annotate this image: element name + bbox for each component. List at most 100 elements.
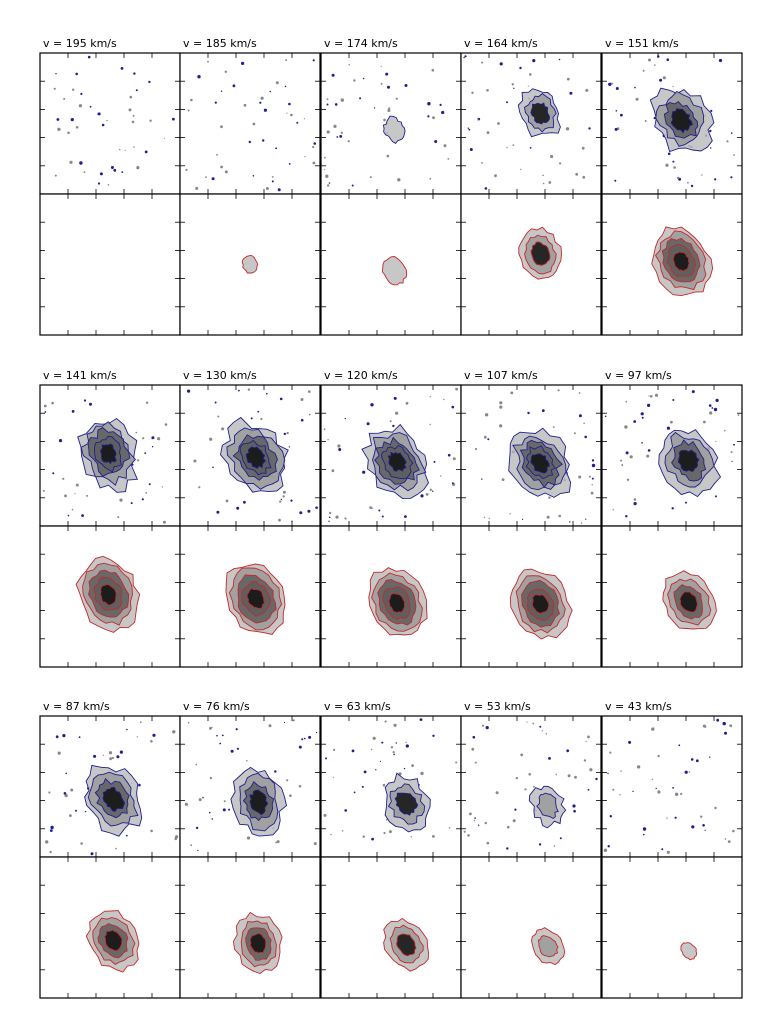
noise-speck: [269, 90, 272, 93]
noise-speck: [614, 127, 618, 131]
noise-speck: [71, 410, 75, 413]
noise-speck: [136, 166, 140, 169]
noise-speck: [381, 741, 384, 744]
noise-speck: [120, 67, 124, 70]
noise-speck: [566, 77, 570, 81]
noise-speck: [506, 847, 509, 850]
noise-speck: [71, 508, 74, 511]
noise-speck: [641, 442, 643, 444]
noise-speck: [494, 174, 497, 178]
noise-speck: [187, 389, 191, 393]
model-panel: [460, 525, 602, 668]
noise-speck: [58, 439, 63, 443]
noise-speck: [591, 459, 595, 462]
noise-speck: [139, 721, 142, 724]
noise-speck: [195, 826, 199, 830]
noise-speck: [193, 459, 197, 463]
model-panel: [601, 856, 743, 999]
panel-frame: [179, 856, 321, 999]
noise-speck: [526, 721, 528, 723]
channel-panel-43: [601, 715, 743, 999]
noise-speck: [389, 420, 392, 423]
noise-speck: [54, 174, 57, 177]
noise-speck: [277, 188, 281, 192]
noise-speck: [289, 794, 292, 797]
noise-speck: [57, 751, 61, 755]
noise-speck: [324, 168, 326, 170]
noise-speck: [419, 718, 423, 721]
noise-speck: [730, 451, 733, 454]
emission-contour: [530, 241, 551, 266]
noise-speck: [649, 395, 653, 398]
noise-speck: [651, 778, 654, 781]
noise-speck: [439, 475, 442, 477]
noise-speck: [553, 845, 556, 847]
noise-speck: [135, 431, 138, 434]
emission-contour: [241, 254, 259, 274]
noise-speck: [604, 415, 607, 418]
emission-contour: [530, 453, 550, 474]
noise-speck: [174, 837, 178, 841]
noise-speck: [474, 761, 477, 764]
panel-frame: [179, 525, 321, 668]
noise-speck: [49, 829, 53, 832]
noise-speck: [286, 112, 288, 114]
noise-speck: [300, 398, 304, 401]
noise-speck: [299, 511, 303, 515]
noise-speck: [344, 809, 348, 812]
emission-contour: [670, 108, 693, 134]
noise-speck: [581, 146, 585, 150]
noise-speck: [145, 401, 149, 404]
noise-speck: [654, 64, 656, 66]
noise-speck: [397, 178, 401, 182]
noise-speck: [362, 77, 365, 80]
noise-speck: [483, 435, 487, 439]
noise-speck: [56, 118, 60, 121]
noise-speck: [615, 87, 619, 90]
velocity-label: v = 174 km/s: [324, 37, 398, 50]
noise-speck: [474, 447, 478, 451]
noise-speck: [97, 182, 101, 185]
noise-speck: [545, 733, 548, 735]
noise-speck: [275, 841, 278, 844]
noise-speck: [128, 108, 132, 112]
noise-speck: [481, 724, 485, 727]
noise-speck: [116, 755, 120, 759]
noise-speck: [672, 160, 675, 163]
noise-speck: [678, 744, 681, 747]
noise-speck: [390, 746, 394, 749]
noise-speck: [715, 440, 717, 442]
noise-speck: [469, 812, 472, 816]
noise-speck: [335, 515, 339, 519]
noise-speck: [89, 105, 92, 108]
noise-speck: [393, 753, 395, 756]
noise-speck: [615, 110, 618, 112]
noise-speck: [557, 389, 560, 392]
noise-speck: [433, 460, 436, 463]
noise-speck: [541, 409, 545, 412]
noise-speck: [532, 722, 535, 725]
noise-speck: [443, 144, 447, 148]
noise-speck: [463, 56, 465, 59]
noise-speck: [633, 502, 637, 506]
noise-speck: [280, 498, 282, 501]
noise-speck: [235, 728, 238, 731]
noise-speck: [520, 168, 522, 171]
noise-speck: [427, 102, 431, 106]
noise-speck: [387, 85, 390, 89]
model-panel: [179, 856, 321, 999]
noise-speck: [388, 107, 391, 110]
noise-speck: [612, 788, 615, 791]
noise-speck: [107, 184, 110, 186]
noise-speck: [688, 771, 691, 773]
noise-speck: [348, 63, 351, 66]
noise-speck: [512, 144, 515, 147]
noise-speck: [680, 792, 683, 796]
noise-speck: [585, 518, 587, 520]
noise-speck: [709, 756, 711, 758]
noise-speck: [733, 154, 735, 156]
emission-contour: [381, 256, 408, 286]
channel-panel-76: [179, 715, 321, 999]
noise-speck: [263, 108, 267, 112]
